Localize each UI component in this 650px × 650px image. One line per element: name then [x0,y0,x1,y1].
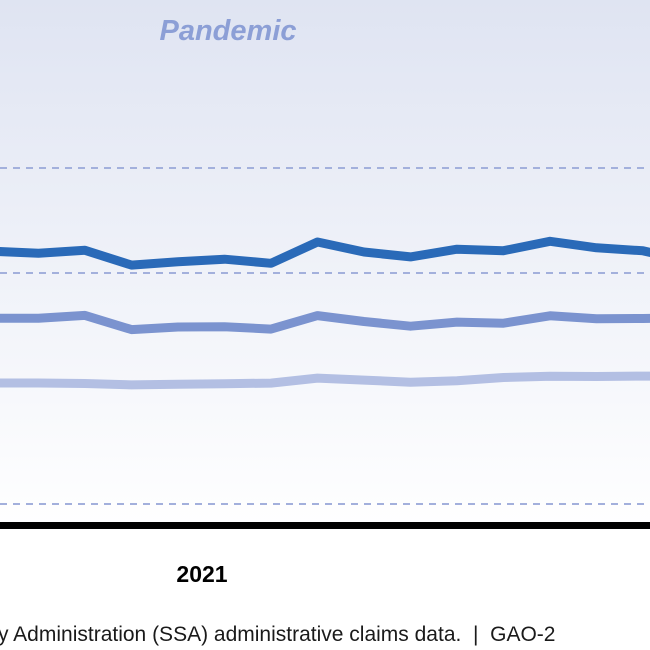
pandemic-annotation: Pandemic [160,15,297,47]
series-lines [0,236,650,390]
series-line-1 [0,236,650,270]
series-line-3 [0,371,650,390]
source-note: y Administration (SSA) administrative cl… [0,623,555,646]
series-line-2 [0,310,650,335]
x-axis-line [0,522,650,529]
x-tick-label-2021: 2021 [176,561,227,587]
pandemic-shaded-region [0,0,650,530]
gridlines [0,167,650,505]
